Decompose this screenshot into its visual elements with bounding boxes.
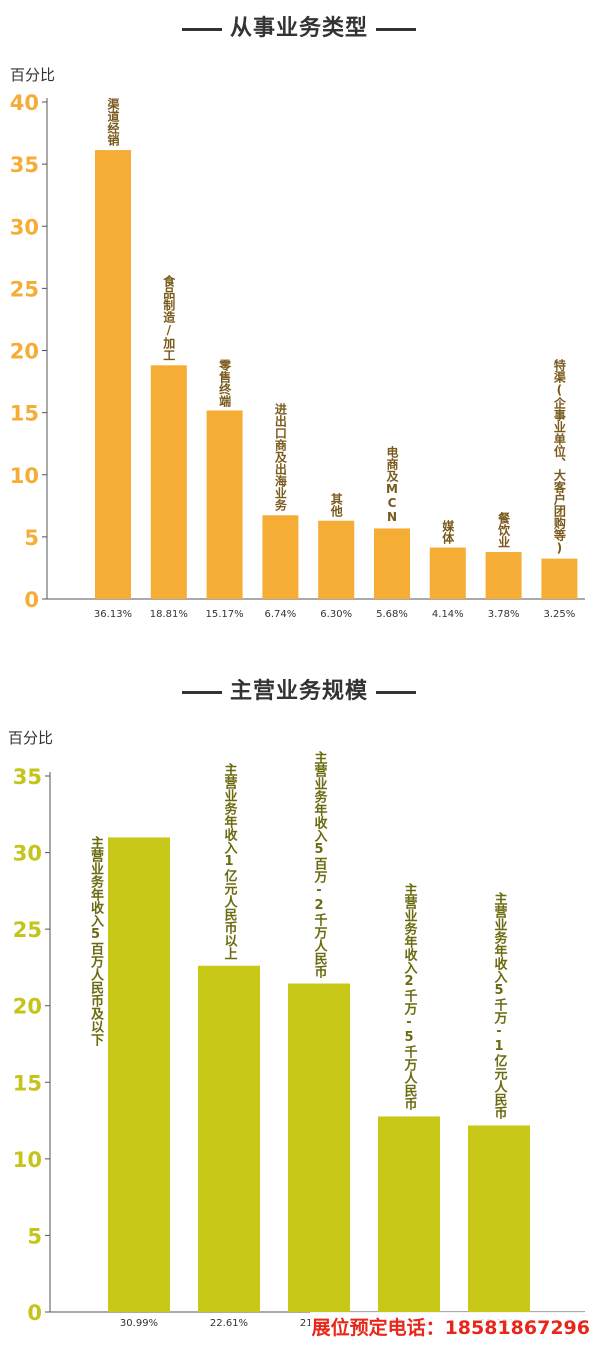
y-tick-label: 35 bbox=[10, 153, 39, 177]
bar-value-label: 15.17% bbox=[206, 609, 244, 620]
bar-category-label: 主营业务年收入2千万-5千万人民币 bbox=[401, 883, 417, 1111]
bar bbox=[262, 515, 299, 599]
bar-category-label: 媒体 bbox=[440, 519, 455, 544]
chart2-ylabel: 百分比 bbox=[8, 730, 54, 747]
y-tick-label: 35 bbox=[13, 765, 42, 789]
title-dash-left bbox=[181, 27, 222, 31]
bar bbox=[206, 410, 243, 599]
bar-value-label: 18.81% bbox=[150, 609, 188, 620]
y-tick-label: 20 bbox=[10, 340, 39, 364]
bar bbox=[378, 1116, 440, 1312]
bar-value-label: 6.30% bbox=[320, 609, 352, 620]
chart1-plot: 0 5 10 15 20 25 30 35 40 36.13% 18.81% 15.17% 6.74% 6… bbox=[10, 91, 585, 620]
bar-value-label: 3.78% bbox=[488, 609, 520, 620]
bar-category-label: 食品制造/加工 bbox=[161, 275, 176, 362]
bar-category-label: 餐饮业 bbox=[496, 512, 511, 549]
bar-category-label: 零售终端 bbox=[217, 358, 232, 407]
y-tick-label: 0 bbox=[27, 1301, 42, 1325]
booking-phone: 展位预定电话：18581867296 bbox=[309, 1312, 592, 1341]
bar-value-label: 36.13% bbox=[94, 609, 132, 620]
bar bbox=[541, 558, 578, 599]
y-tick-label: 30 bbox=[10, 215, 39, 239]
y-tick-label: 25 bbox=[10, 277, 39, 301]
title-dash-left bbox=[181, 690, 222, 694]
bar-category-label: 主营业务年收入5千万-1亿元人民币 bbox=[491, 892, 507, 1120]
y-tick-label: 0 bbox=[24, 588, 39, 612]
chart1-ylabel: 百分比 bbox=[10, 67, 56, 84]
bar-value-label: 4.14% bbox=[432, 609, 464, 620]
bar-category-label: 进出口商及出海业务 bbox=[273, 403, 288, 512]
y-tick-label: 15 bbox=[10, 402, 39, 426]
bar-value-label: 22.61% bbox=[210, 1318, 248, 1329]
bar bbox=[468, 1125, 530, 1312]
bar-category-label: 渠道经销 bbox=[106, 98, 120, 147]
bar bbox=[150, 365, 187, 599]
y-tick-label: 20 bbox=[13, 995, 42, 1019]
y-tick-label: 10 bbox=[13, 1148, 42, 1172]
bar-category-label: 主营业务年收入5百万-2千万人民币 bbox=[311, 750, 327, 978]
bar-category-label: 特渠(企事业单位、大客户团购等) bbox=[552, 358, 567, 555]
y-tick-label: 15 bbox=[13, 1071, 42, 1095]
bar-value-label: 30.99% bbox=[120, 1318, 158, 1329]
bar bbox=[429, 547, 466, 599]
y-tick-label: 10 bbox=[10, 464, 39, 488]
y-tick-label: 5 bbox=[24, 526, 39, 550]
bar-category-label: 其他 bbox=[329, 492, 344, 517]
bar bbox=[288, 983, 350, 1312]
y-tick-label: 40 bbox=[10, 91, 39, 115]
y-tick-label: 25 bbox=[13, 918, 42, 942]
title-dash-right bbox=[376, 27, 416, 31]
y-tick-label: 5 bbox=[27, 1224, 42, 1248]
bar-category-label: 主营业务年收入1亿元人民币以上 bbox=[221, 762, 237, 960]
bar-value-label: 5.68% bbox=[376, 609, 408, 620]
bar bbox=[95, 150, 131, 599]
bar bbox=[485, 552, 522, 599]
bar bbox=[108, 837, 170, 1312]
y-tick-label: 30 bbox=[13, 842, 42, 866]
chart2-title: 主营业务规模 bbox=[0, 673, 598, 705]
title-dash-right bbox=[376, 690, 416, 694]
bar-category-label: 电商及MCN bbox=[385, 446, 399, 525]
chart1-title: 从事业务类型 bbox=[0, 10, 598, 42]
bar bbox=[318, 520, 355, 599]
bar bbox=[198, 965, 260, 1312]
bar bbox=[374, 528, 410, 599]
bar-value-label: 6.74% bbox=[265, 609, 297, 620]
bar-value-label: 3.25% bbox=[544, 609, 576, 620]
bar-category-label: 主营业务年收入5百万人民币及以下 bbox=[88, 836, 103, 1046]
